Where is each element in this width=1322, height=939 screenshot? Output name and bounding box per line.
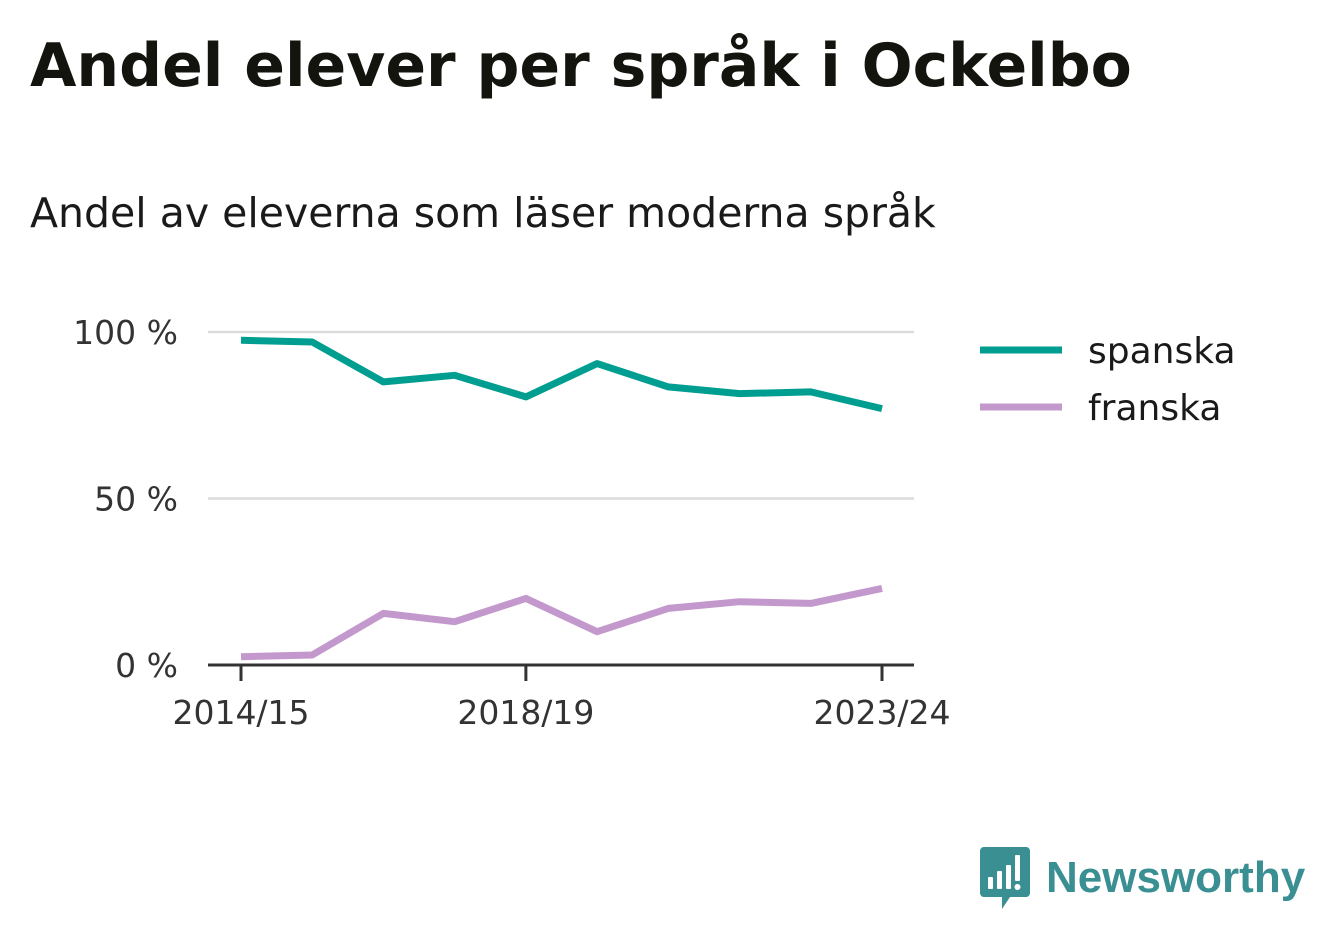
chart-title: Andel elever per språk i Ockelbo — [30, 31, 1132, 101]
series-line-spanska — [240, 336, 883, 413]
brand-name: Newsworthy — [1046, 853, 1306, 902]
y-axis-tick-labels: 0 % 50 % 100 % — [73, 313, 178, 685]
newsworthy-logo-icon — [980, 847, 1030, 909]
chart-subtitle: Andel av eleverna som läser moderna språ… — [30, 189, 936, 237]
legend-label-spanska: spanska — [1088, 331, 1236, 372]
x-tick-label: 2014/15 — [172, 693, 309, 732]
series-line-franska — [240, 584, 883, 661]
legend: spanska franska — [980, 331, 1236, 429]
legend-label-franska: franska — [1088, 388, 1221, 429]
x-tick-label: 2023/24 — [813, 693, 950, 732]
y-tick-label: 0 % — [115, 646, 178, 685]
x-tick-label: 2018/19 — [457, 693, 594, 732]
y-tick-label: 100 % — [73, 313, 178, 352]
brand-logo: Newsworthy — [980, 846, 1305, 910]
y-tick-label: 50 % — [94, 480, 178, 519]
x-axis: 2014/15 2018/19 2023/24 — [172, 663, 951, 732]
gridlines — [208, 330, 914, 500]
series-lines — [240, 336, 883, 661]
